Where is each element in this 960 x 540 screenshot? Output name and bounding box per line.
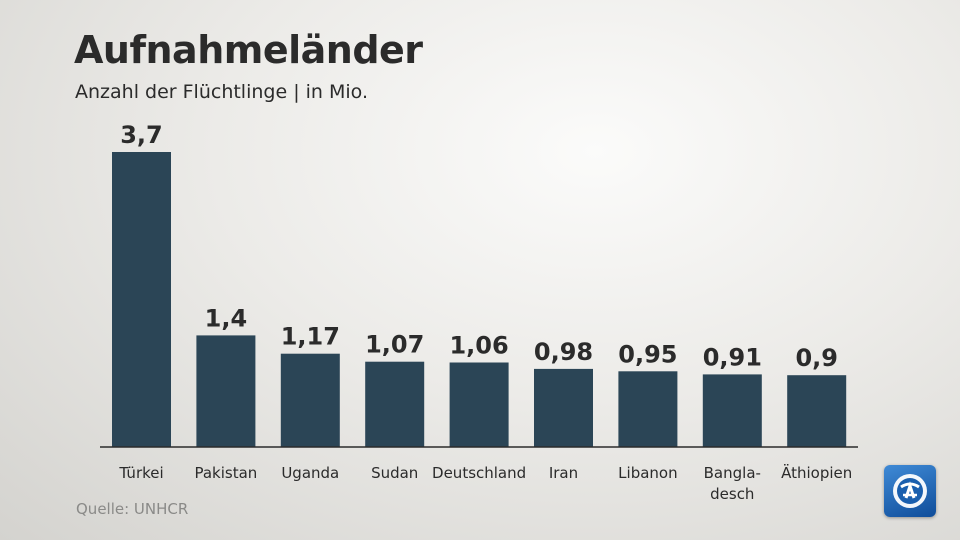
category-label: Libanon <box>618 464 677 482</box>
chart-title: Aufnahmeländer <box>74 28 423 72</box>
category-label: Bangla-desch <box>704 464 761 503</box>
chart-subtitle: Anzahl der Flüchtlinge | in Mio. <box>75 81 368 103</box>
bar <box>534 368 593 447</box>
bar <box>618 371 678 447</box>
category-label: Deutschland <box>432 464 526 482</box>
category-label: Iran <box>549 464 578 482</box>
value-label: 3,7 <box>120 121 163 149</box>
bars-group <box>112 152 847 447</box>
value-labels-group: 3,7 1,4 1,17 1,07 1,06 0,98 0,95 0,91 0,9 <box>120 121 838 372</box>
source-note: Quelle: UNHCR <box>76 500 189 518</box>
category-label: Äthiopien <box>781 463 852 482</box>
category-labels-group: Türkei Pakistan Uganda Sudan Deutschland Iran… <box>118 463 852 503</box>
value-label: 1,4 <box>205 304 248 332</box>
value-label: 1,06 <box>449 332 508 360</box>
bar <box>365 361 425 447</box>
bar <box>702 374 762 447</box>
category-label: Sudan <box>371 464 418 482</box>
value-label: 1,17 <box>281 323 340 351</box>
category-label: Uganda <box>281 464 339 482</box>
value-label: 0,95 <box>618 340 677 368</box>
category-label: Pakistan <box>194 464 257 482</box>
value-label: 1,07 <box>365 331 424 359</box>
bar <box>196 335 256 447</box>
value-label: 0,98 <box>534 338 593 366</box>
bar <box>787 375 847 447</box>
value-label: 0,91 <box>703 343 762 371</box>
value-label: 0,9 <box>795 344 838 372</box>
bar <box>449 362 509 447</box>
category-label: Türkei <box>118 464 163 482</box>
bar <box>280 353 340 447</box>
tagesschau-logo-icon <box>884 465 936 517</box>
bar <box>112 152 171 447</box>
